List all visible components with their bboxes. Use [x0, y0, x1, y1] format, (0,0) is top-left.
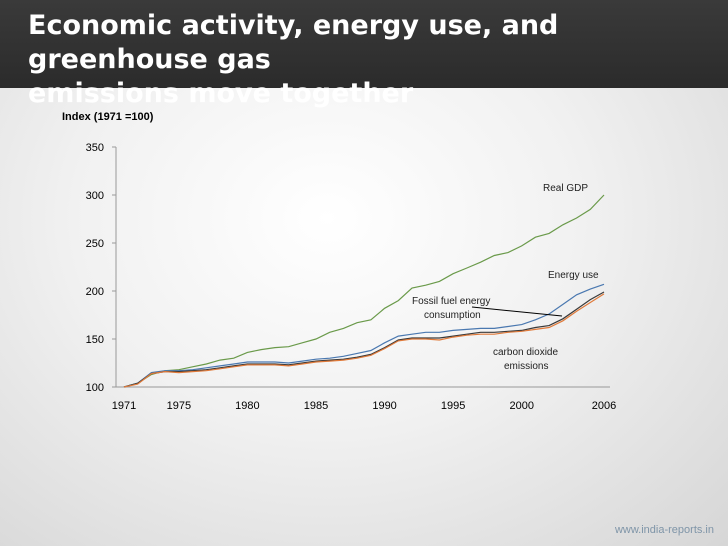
x-tick-label: 1995 — [441, 400, 465, 412]
x-tick-label: 1971 — [112, 400, 136, 412]
x-tick-label: 1980 — [235, 400, 259, 412]
series-line-real-gdp — [123, 194, 605, 388]
y-tick-label: 200 — [86, 286, 104, 298]
annotation-co2-line1: carbon dioxide — [493, 347, 558, 358]
footer-url: www.india-reports.in — [614, 524, 714, 536]
slide-title-line2: emissions move together — [28, 78, 414, 109]
y-tick-label: 250 — [86, 238, 104, 250]
annotation-co2-line2: emissions — [504, 361, 548, 372]
annotation-fossil-fuel-line1: Fossil fuel energy — [412, 296, 490, 307]
y-tick-label: 300 — [86, 190, 104, 202]
x-tick-label: 2000 — [509, 400, 533, 412]
y-tick-label: 350 — [86, 142, 104, 154]
x-ticks: 1971 1975 1980 1985 1990 1995 2000 2006 — [112, 400, 616, 412]
y-tick-label: 100 — [86, 382, 104, 394]
y-ticks: 100 150 200 250 300 350 — [86, 142, 116, 394]
x-tick-label: 2006 — [592, 400, 616, 412]
title-bar: Economic activity, energy use, and green… — [0, 0, 728, 109]
x-tick-label: 1985 — [304, 400, 328, 412]
series-line-carbon-dioxide-emissions — [123, 293, 605, 388]
series-line-fossil-fuel-energy-consumption — [123, 291, 605, 388]
line-chart: Index (1971 =100) 100 150 200 250 300 350 197… — [62, 111, 616, 412]
x-tick-label: 1990 — [372, 400, 396, 412]
annotation-real-gdp: Real GDP — [543, 183, 588, 194]
series-lines — [123, 194, 605, 388]
annotation-fossil-fuel-line2: consumption — [424, 310, 481, 321]
series-line-energy-use — [123, 283, 605, 388]
x-tick-label: 1975 — [167, 400, 191, 412]
annotation-fossil-fuel-leader — [471, 306, 563, 317]
annotation-energy-use: Energy use — [548, 270, 599, 281]
slide-title-line1: Economic activity, energy use, and green… — [28, 10, 559, 75]
y-axis-label: Index (1971 =100) — [62, 111, 154, 123]
y-tick-label: 150 — [86, 334, 104, 346]
